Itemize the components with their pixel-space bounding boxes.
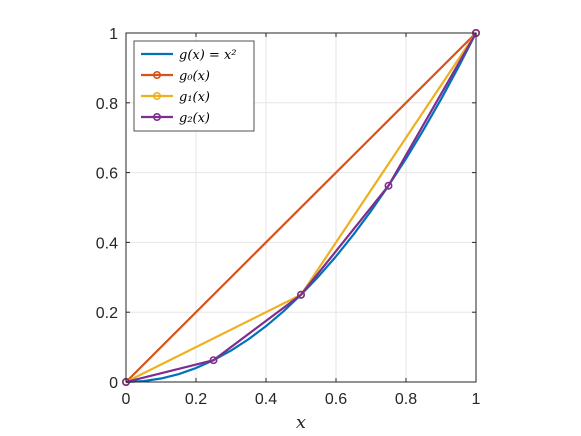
x-tick-label: 0 bbox=[122, 391, 131, 408]
legend-swatch-marker bbox=[153, 92, 162, 101]
series-line bbox=[125, 32, 477, 384]
series-line bbox=[125, 32, 477, 383]
x-axis-label: x bbox=[296, 412, 306, 433]
legend-swatch-marker bbox=[153, 71, 162, 80]
series-3 bbox=[122, 28, 480, 386]
series-marker bbox=[296, 290, 305, 299]
x-tick-label: 0.2 bbox=[185, 391, 207, 408]
y-tick-label: 0.6 bbox=[96, 166, 118, 183]
x-tick-label: 0.4 bbox=[255, 391, 277, 408]
x-tick-label: 1 bbox=[472, 391, 481, 408]
series-layer bbox=[122, 28, 480, 386]
y-tick-label: 0.2 bbox=[96, 305, 118, 322]
series-marker bbox=[384, 181, 393, 190]
x-tick-label: 0.8 bbox=[395, 391, 417, 408]
legend-label: g(x) = x² bbox=[179, 48, 237, 63]
y-tick-label: 0 bbox=[109, 375, 118, 392]
legend-swatch-marker bbox=[153, 113, 162, 122]
series-marker bbox=[209, 356, 218, 365]
y-tick-label: 0.8 bbox=[96, 96, 118, 113]
legend-label: g₂(x) bbox=[179, 111, 210, 126]
y-tick-label: 1 bbox=[109, 26, 118, 43]
legend-label: g₁(x) bbox=[179, 90, 210, 105]
legend-label: g₀(x) bbox=[179, 69, 210, 84]
plot-frame bbox=[125, 32, 477, 383]
y-tick-label: 0.4 bbox=[96, 235, 118, 252]
legend: g(x) = x² g₀(x) g₁(x) g₂(x) bbox=[133, 40, 255, 132]
ticks: 0 0.2 0.4 0.6 0.8 1 0 0.2 0.4 0.6 0.8 1 bbox=[96, 26, 481, 408]
x-tick-label: 0.6 bbox=[325, 391, 347, 408]
